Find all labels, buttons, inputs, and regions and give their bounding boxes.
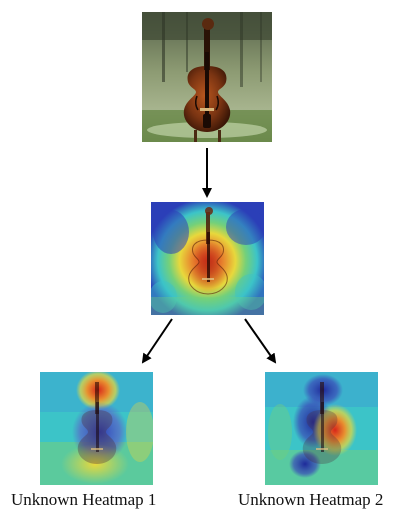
arrow-down-left-icon [141, 318, 173, 364]
heatmap-2-caption: Unknown Heatmap 2 [238, 490, 384, 509]
arrow-down-right-icon [244, 318, 277, 364]
heatmap-main-image [151, 202, 264, 315]
heatmap-1-caption: Unknown Heatmap 1 [11, 490, 157, 509]
original-violin-image [142, 12, 272, 142]
unknown-heatmap-1-image [40, 372, 153, 485]
unknown-heatmap-2-image [265, 372, 378, 485]
